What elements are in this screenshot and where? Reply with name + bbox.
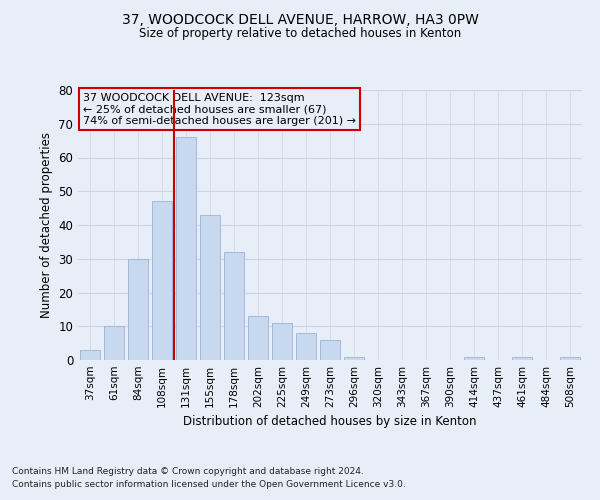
Bar: [464, 356, 484, 360]
Text: 37 WOODCOCK DELL AVENUE:  123sqm
← 25% of detached houses are smaller (67)
74% o: 37 WOODCOCK DELL AVENUE: 123sqm ← 25% of…: [83, 92, 356, 126]
Bar: [560, 356, 580, 360]
Bar: [224, 252, 244, 360]
Text: Contains public sector information licensed under the Open Government Licence v3: Contains public sector information licen…: [12, 480, 406, 489]
Bar: [128, 259, 148, 360]
Bar: [176, 137, 196, 360]
Y-axis label: Number of detached properties: Number of detached properties: [40, 132, 53, 318]
Bar: [152, 202, 172, 360]
Text: Size of property relative to detached houses in Kenton: Size of property relative to detached ho…: [139, 28, 461, 40]
Text: Contains HM Land Registry data © Crown copyright and database right 2024.: Contains HM Land Registry data © Crown c…: [12, 467, 364, 476]
Bar: [272, 323, 292, 360]
Bar: [296, 333, 316, 360]
Bar: [320, 340, 340, 360]
Bar: [104, 326, 124, 360]
X-axis label: Distribution of detached houses by size in Kenton: Distribution of detached houses by size …: [183, 416, 477, 428]
Bar: [80, 350, 100, 360]
Bar: [248, 316, 268, 360]
Bar: [200, 215, 220, 360]
Bar: [344, 356, 364, 360]
Bar: [512, 356, 532, 360]
Text: 37, WOODCOCK DELL AVENUE, HARROW, HA3 0PW: 37, WOODCOCK DELL AVENUE, HARROW, HA3 0P…: [122, 12, 478, 26]
